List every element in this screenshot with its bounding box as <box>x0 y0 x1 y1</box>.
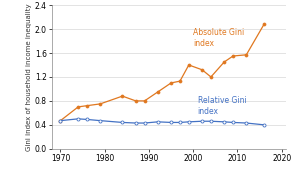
Text: Relative Gini
index: Relative Gini index <box>198 96 246 116</box>
Y-axis label: Gini index of household income inequality: Gini index of household income inequalit… <box>26 3 32 151</box>
Text: Absolute Gini
index: Absolute Gini index <box>193 28 245 48</box>
